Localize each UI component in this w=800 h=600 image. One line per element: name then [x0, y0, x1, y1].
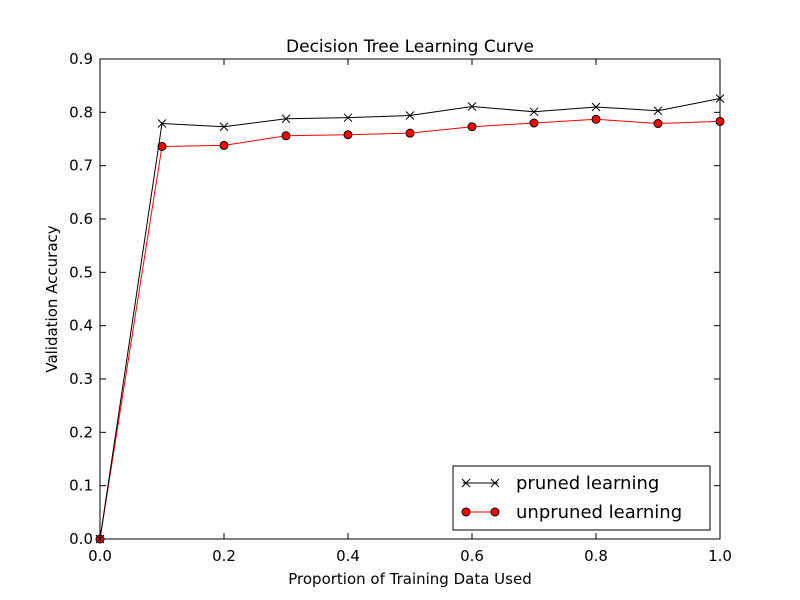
- data-point-pruned-learning: [95, 534, 105, 544]
- data-point-unpruned-learning: [467, 122, 477, 132]
- legend-label-pruned-learning: pruned learning: [516, 473, 659, 494]
- data-point-unpruned-learning: [653, 119, 663, 129]
- y-tick-label: 0.6: [69, 210, 93, 228]
- y-tick-label: 0.8: [69, 103, 93, 121]
- data-point-pruned-learning: [157, 119, 167, 128]
- legend-marker-pruned-learning: [490, 478, 500, 488]
- data-point-pruned-learning: [715, 94, 725, 103]
- data-point-pruned-learning: [281, 114, 291, 124]
- legend-marker-unpruned-learning: [461, 507, 471, 517]
- x-tick-label: 0.4: [336, 547, 360, 565]
- data-point-unpruned-learning: [219, 140, 229, 150]
- x-axis-label: Proportion of Training Data Used: [288, 570, 531, 588]
- x-axis-label-group: Proportion of Training Data Used: [288, 570, 531, 588]
- y-tick-label: 0.9: [69, 50, 93, 68]
- legend-marker-pruned-learning: [461, 478, 471, 488]
- y-tick-label: 0.3: [69, 370, 93, 388]
- legend-box: [452, 465, 711, 531]
- data-point-pruned-learning: [343, 113, 353, 123]
- y-tick-label: 0.5: [69, 263, 93, 281]
- data-point-unpruned-learning: [405, 128, 415, 138]
- y-axis-label-group: Validation Accuracy: [43, 225, 61, 372]
- y-axis-label: Validation Accuracy: [43, 225, 61, 372]
- data-point-unpruned-learning: [529, 118, 539, 128]
- plot-area: [99, 58, 721, 540]
- x-tick-label: 0.6: [460, 547, 484, 565]
- x-tick-label: 0.8: [584, 547, 608, 565]
- legend: pruned learning unpruned learning: [452, 465, 711, 531]
- data-point-pruned-learning: [405, 111, 415, 120]
- series-layer: [95, 94, 725, 544]
- x-tick-label: 0.2: [212, 547, 236, 565]
- data-point-unpruned-learning: [157, 141, 167, 151]
- y-tick-label: 0.7: [69, 157, 93, 175]
- data-point-unpruned-learning: [281, 131, 291, 141]
- data-point-unpruned-learning: [715, 116, 725, 126]
- data-point-pruned-learning: [591, 102, 601, 112]
- data-point-pruned-learning: [467, 102, 477, 111]
- legend-label-unpruned-learning: unpruned learning: [516, 502, 682, 523]
- y-tick-label: 0.1: [69, 477, 93, 495]
- chart-title: Decision Tree Learning Curve: [286, 37, 534, 57]
- x-tick-label: 0.0: [88, 547, 112, 565]
- series-unpruned-learning: [95, 114, 725, 544]
- data-point-pruned-learning: [653, 106, 663, 116]
- legend-marker-unpruned-learning: [490, 507, 500, 517]
- y-tick-label: 0.2: [69, 423, 93, 441]
- chart-title-group: Decision Tree Learning Curve: [286, 37, 534, 57]
- data-point-unpruned-learning: [343, 130, 353, 140]
- y-tick-label: 0.4: [69, 317, 93, 335]
- data-point-pruned-learning: [219, 122, 229, 132]
- y-tick-label: 0.0: [69, 530, 93, 548]
- data-point-pruned-learning: [529, 107, 539, 117]
- ticks-layer: 0.0 0.2 0.4 0.6 0.8 1.0 0.0 0.1 0.2 0.3 0.4 0.5 0.6 0…: [69, 50, 732, 565]
- series-pruned-learning: [95, 94, 725, 544]
- data-point-unpruned-learning: [591, 114, 601, 124]
- x-tick-label: 1.0: [708, 547, 732, 565]
